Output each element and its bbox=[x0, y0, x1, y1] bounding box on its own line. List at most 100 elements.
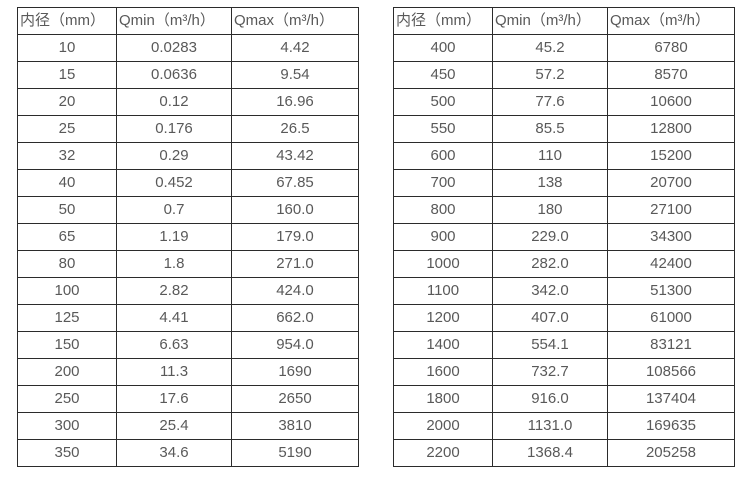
flow-tables-container: 内径（mm） Qmin（m³/h） Qmax（m³/h） 10 0.0283 4… bbox=[17, 7, 735, 467]
qmax-cell: 1690 bbox=[231, 358, 359, 386]
qmax-cell: 16.96 bbox=[231, 88, 359, 116]
table-row: 100 2.82 424.0 bbox=[17, 277, 359, 305]
diameter-cell: 1800 bbox=[393, 385, 493, 413]
qmin-cell: 6.63 bbox=[116, 331, 232, 359]
table-row: 32 0.29 43.42 bbox=[17, 142, 359, 170]
diameter-cell: 40 bbox=[17, 169, 117, 197]
table-row: 80 1.8 271.0 bbox=[17, 250, 359, 278]
qmin-cell: 0.12 bbox=[116, 88, 232, 116]
diameter-cell: 80 bbox=[17, 250, 117, 278]
qmin-cell: 85.5 bbox=[492, 115, 608, 143]
qmin-cell: 282.0 bbox=[492, 250, 608, 278]
table-row: 15 0.0636 9.54 bbox=[17, 61, 359, 89]
qmax-cell: 9.54 bbox=[231, 61, 359, 89]
table-row: 250 17.6 2650 bbox=[17, 385, 359, 413]
diameter-cell: 400 bbox=[393, 34, 493, 62]
qmax-cell: 954.0 bbox=[231, 331, 359, 359]
qmax-cell: 12800 bbox=[607, 115, 735, 143]
diameter-cell: 32 bbox=[17, 142, 117, 170]
table-row: 1800 916.0 137404 bbox=[393, 385, 735, 413]
qmax-cell: 662.0 bbox=[231, 304, 359, 332]
qmin-cell: 0.452 bbox=[116, 169, 232, 197]
qmin-cell: 0.29 bbox=[116, 142, 232, 170]
diameter-cell: 600 bbox=[393, 142, 493, 170]
qmax-cell: 42400 bbox=[607, 250, 735, 278]
qmin-cell: 25.4 bbox=[116, 412, 232, 440]
column-header-diameter: 内径（mm） bbox=[17, 7, 117, 35]
qmax-cell: 160.0 bbox=[231, 196, 359, 224]
qmax-cell: 4.42 bbox=[231, 34, 359, 62]
column-header-qmin: Qmin（m³/h） bbox=[492, 7, 608, 35]
qmax-cell: 26.5 bbox=[231, 115, 359, 143]
qmin-cell: 34.6 bbox=[116, 439, 232, 467]
diameter-cell: 450 bbox=[393, 61, 493, 89]
qmax-cell: 6780 bbox=[607, 34, 735, 62]
qmin-cell: 110 bbox=[492, 142, 608, 170]
column-header-qmin: Qmin（m³/h） bbox=[116, 7, 232, 35]
qmax-cell: 424.0 bbox=[231, 277, 359, 305]
qmax-cell: 34300 bbox=[607, 223, 735, 251]
diameter-cell: 100 bbox=[17, 277, 117, 305]
column-header-diameter: 内径（mm） bbox=[393, 7, 493, 35]
qmin-cell: 407.0 bbox=[492, 304, 608, 332]
qmin-cell: 77.6 bbox=[492, 88, 608, 116]
qmax-cell: 51300 bbox=[607, 277, 735, 305]
diameter-cell: 50 bbox=[17, 196, 117, 224]
table-row: 2000 1131.0 169635 bbox=[393, 412, 735, 440]
qmin-cell: 1.8 bbox=[116, 250, 232, 278]
diameter-cell: 300 bbox=[17, 412, 117, 440]
table-row: 450 57.2 8570 bbox=[393, 61, 735, 89]
diameter-cell: 2200 bbox=[393, 439, 493, 467]
diameter-cell: 15 bbox=[17, 61, 117, 89]
qmax-cell: 15200 bbox=[607, 142, 735, 170]
diameter-cell: 1600 bbox=[393, 358, 493, 386]
diameter-cell: 1000 bbox=[393, 250, 493, 278]
qmin-cell: 180 bbox=[492, 196, 608, 224]
diameter-cell: 250 bbox=[17, 385, 117, 413]
table-row: 800 180 27100 bbox=[393, 196, 735, 224]
header-row: 内径（mm） Qmin（m³/h） Qmax（m³/h） bbox=[17, 7, 359, 35]
table-row: 500 77.6 10600 bbox=[393, 88, 735, 116]
table-row: 300 25.4 3810 bbox=[17, 412, 359, 440]
qmin-cell: 229.0 bbox=[492, 223, 608, 251]
qmin-cell: 1368.4 bbox=[492, 439, 608, 467]
diameter-cell: 125 bbox=[17, 304, 117, 332]
diameter-cell: 2000 bbox=[393, 412, 493, 440]
table-row: 550 85.5 12800 bbox=[393, 115, 735, 143]
qmin-cell: 554.1 bbox=[492, 331, 608, 359]
diameter-cell: 900 bbox=[393, 223, 493, 251]
diameter-cell: 800 bbox=[393, 196, 493, 224]
qmax-cell: 5190 bbox=[231, 439, 359, 467]
table-row: 1100 342.0 51300 bbox=[393, 277, 735, 305]
table-row: 20 0.12 16.96 bbox=[17, 88, 359, 116]
qmax-cell: 61000 bbox=[607, 304, 735, 332]
qmin-cell: 17.6 bbox=[116, 385, 232, 413]
qmax-cell: 43.42 bbox=[231, 142, 359, 170]
qmax-cell: 8570 bbox=[607, 61, 735, 89]
qmin-cell: 45.2 bbox=[492, 34, 608, 62]
table-row: 40 0.452 67.85 bbox=[17, 169, 359, 197]
diameter-cell: 500 bbox=[393, 88, 493, 116]
table-row: 700 138 20700 bbox=[393, 169, 735, 197]
diameter-cell: 350 bbox=[17, 439, 117, 467]
qmin-cell: 2.82 bbox=[116, 277, 232, 305]
flow-table-small-diameters: 内径（mm） Qmin（m³/h） Qmax（m³/h） 10 0.0283 4… bbox=[17, 7, 359, 467]
qmax-cell: 169635 bbox=[607, 412, 735, 440]
table-row: 10 0.0283 4.42 bbox=[17, 34, 359, 62]
qmax-cell: 83121 bbox=[607, 331, 735, 359]
diameter-cell: 1400 bbox=[393, 331, 493, 359]
table-row: 65 1.19 179.0 bbox=[17, 223, 359, 251]
table-row: 1000 282.0 42400 bbox=[393, 250, 735, 278]
qmin-cell: 916.0 bbox=[492, 385, 608, 413]
diameter-cell: 150 bbox=[17, 331, 117, 359]
qmax-cell: 2650 bbox=[231, 385, 359, 413]
table-row: 150 6.63 954.0 bbox=[17, 331, 359, 359]
qmax-cell: 108566 bbox=[607, 358, 735, 386]
qmin-cell: 1131.0 bbox=[492, 412, 608, 440]
qmin-cell: 732.7 bbox=[492, 358, 608, 386]
table-row: 125 4.41 662.0 bbox=[17, 304, 359, 332]
table-row: 200 11.3 1690 bbox=[17, 358, 359, 386]
qmin-cell: 0.176 bbox=[116, 115, 232, 143]
qmax-cell: 27100 bbox=[607, 196, 735, 224]
qmax-cell: 137404 bbox=[607, 385, 735, 413]
